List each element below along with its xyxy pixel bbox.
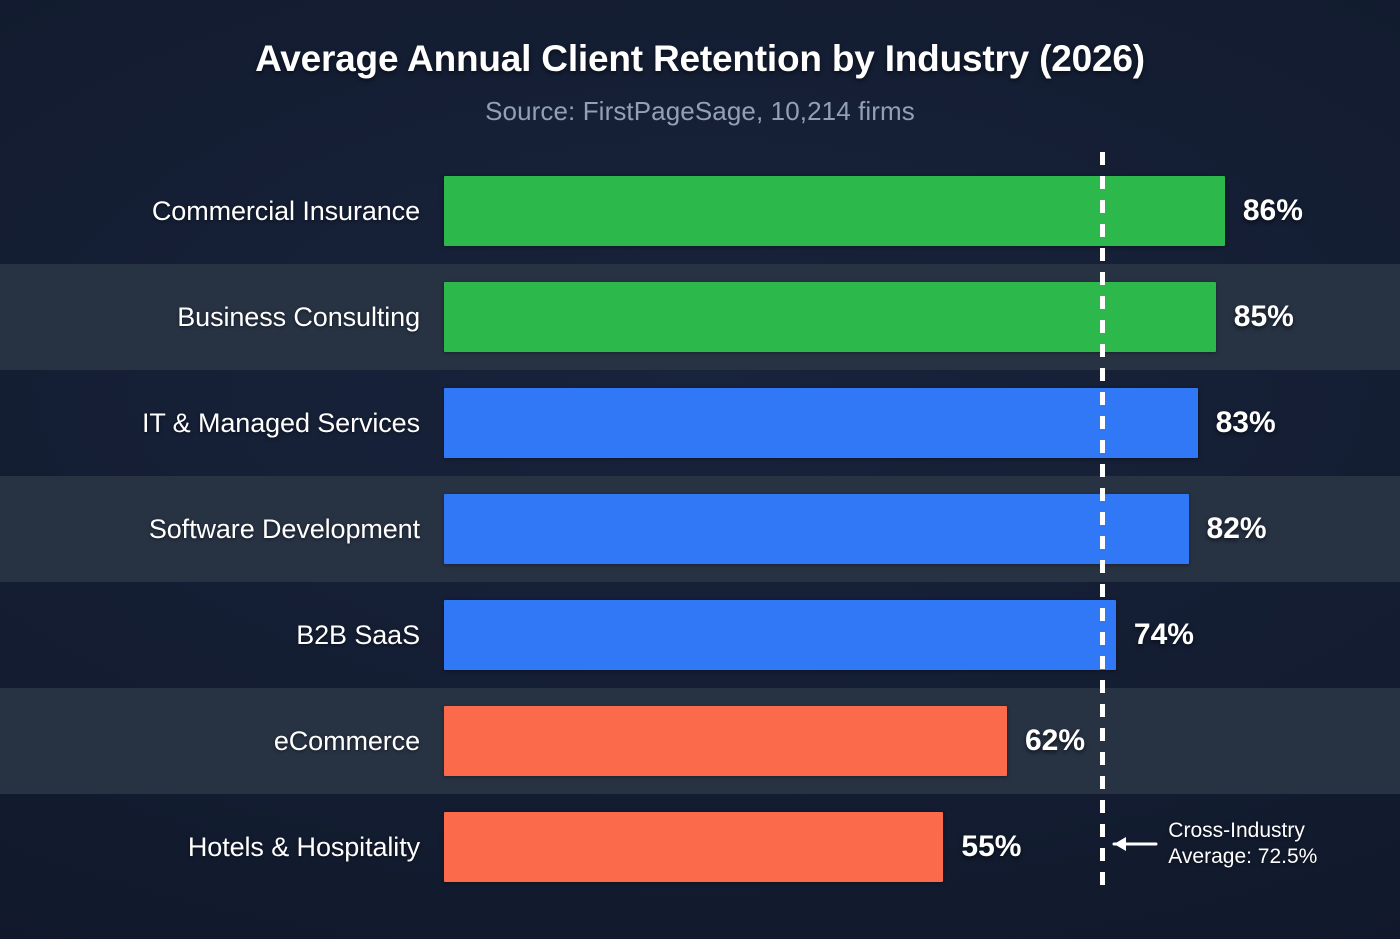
chart-subtitle-source: Source: FirstPageSage, 10,214 firms [485,96,915,126]
category-label: B2B SaaS [296,619,420,650]
bar-row[interactable]: B2B SaaS 74% [0,582,1400,688]
bar-track: 85% [444,282,1400,352]
bar[interactable] [444,600,1116,670]
bar-track: 83% [444,388,1400,458]
bar[interactable] [444,706,1007,776]
average-annotation-label: Cross-Industry Average: 72.5% [1168,818,1317,869]
plot-area: Commercial Insurance 86% Business Consulti… [0,158,1400,900]
chart-title: Average Annual Client Retention by Indus… [255,38,1145,79]
bar-track: 86% [444,176,1400,246]
bar[interactable] [444,388,1198,458]
bar-row[interactable]: Commercial Insurance 86% [0,158,1400,264]
bar[interactable] [444,494,1189,564]
category-label: Hotels & Hospitality [187,831,420,862]
bar-row[interactable]: eCommerce 62% [0,688,1400,794]
annotation-line-2: Average: 72.5% [1168,844,1318,868]
bar-value-label: 55% [961,830,1022,863]
bar-row[interactable]: IT & Managed Services 83% [0,370,1400,476]
bar-track: 74% [444,600,1400,670]
bar-row[interactable]: Business Consulting 85% [0,264,1400,370]
bar-value-label: 82% [1206,512,1267,545]
chart-header: Average Annual Client Retention by Indus… [0,0,1400,127]
category-label: IT & Managed Services [141,407,420,438]
bar-value-label: 83% [1215,406,1276,439]
bar-track: 82% [444,494,1400,564]
category-label: eCommerce [273,725,420,756]
category-label: Business Consulting [177,301,420,332]
cross-industry-average-line [1100,152,1106,892]
annotation-line-1: Cross-Industry [1168,819,1305,842]
bar-value-label: 62% [1024,724,1085,757]
left-arrow-icon [1112,836,1158,851]
bar[interactable] [444,176,1225,246]
bar-value-label: 86% [1242,194,1303,227]
category-label: Commercial Insurance [151,195,420,226]
bar[interactable] [444,812,944,882]
category-label: Software Development [148,513,420,544]
bar-row[interactable]: Software Development 82% [0,476,1400,582]
bar-track: 62% [444,706,1400,776]
bar-value-label: 85% [1233,300,1294,333]
bar-value-label: 74% [1133,618,1194,651]
cross-industry-average-annotation: Cross-Industry Average: 72.5% [1112,818,1317,869]
